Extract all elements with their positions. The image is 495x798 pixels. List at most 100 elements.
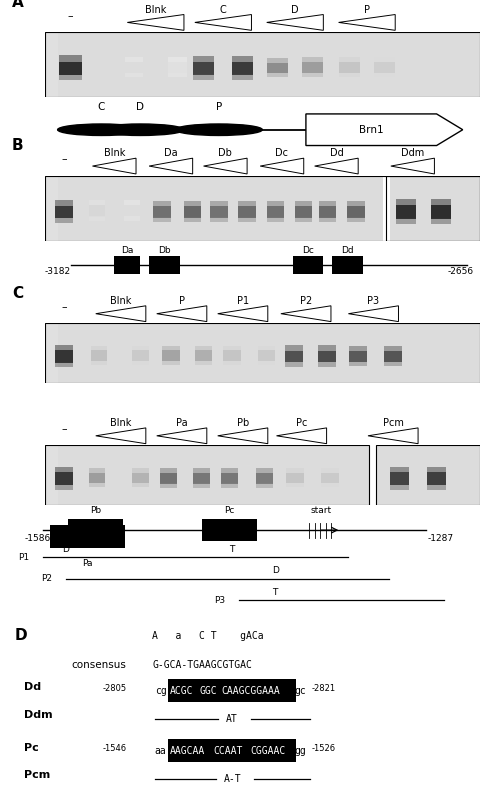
Bar bbox=[55, 200, 73, 206]
Bar bbox=[295, 217, 312, 222]
Text: Pc: Pc bbox=[296, 418, 307, 428]
Bar bbox=[267, 217, 284, 222]
Bar bbox=[195, 350, 212, 361]
Polygon shape bbox=[93, 158, 136, 174]
Text: C: C bbox=[12, 286, 23, 301]
Bar bbox=[55, 218, 73, 223]
Bar bbox=[347, 201, 365, 206]
Text: Blnk: Blnk bbox=[103, 148, 125, 158]
Bar bbox=[193, 62, 214, 75]
Bar bbox=[387, 176, 480, 241]
Text: P2: P2 bbox=[41, 574, 52, 583]
Bar bbox=[89, 200, 104, 205]
Bar bbox=[91, 350, 107, 361]
Bar bbox=[390, 467, 409, 472]
Text: aa: aa bbox=[155, 746, 167, 757]
Polygon shape bbox=[96, 306, 146, 322]
Bar bbox=[232, 56, 253, 62]
Bar bbox=[132, 350, 148, 361]
Bar bbox=[184, 217, 201, 222]
Bar bbox=[376, 445, 480, 505]
Text: CGGAAC: CGGAAC bbox=[250, 746, 286, 757]
Bar bbox=[390, 484, 409, 489]
Bar bbox=[59, 75, 82, 81]
Bar bbox=[162, 361, 180, 365]
Bar bbox=[267, 201, 284, 206]
Polygon shape bbox=[157, 428, 207, 444]
Text: D: D bbox=[272, 567, 279, 575]
Text: Ddm: Ddm bbox=[24, 710, 53, 720]
Bar bbox=[431, 219, 451, 224]
Bar bbox=[168, 740, 215, 762]
Text: AAGCAA: AAGCAA bbox=[170, 746, 205, 757]
Text: D: D bbox=[291, 5, 299, 14]
Text: P1: P1 bbox=[18, 552, 29, 562]
Text: Da: Da bbox=[121, 246, 134, 255]
Bar bbox=[302, 73, 323, 77]
Text: Pc: Pc bbox=[225, 506, 235, 515]
Text: gc: gc bbox=[295, 686, 306, 696]
Bar bbox=[89, 472, 105, 483]
Bar bbox=[295, 206, 312, 218]
Polygon shape bbox=[218, 428, 268, 444]
Text: -2656: -2656 bbox=[447, 267, 474, 276]
Bar bbox=[55, 350, 73, 363]
Bar bbox=[258, 346, 275, 350]
Bar bbox=[349, 361, 367, 366]
Bar bbox=[267, 63, 288, 73]
Bar bbox=[232, 74, 253, 80]
Text: Da: Da bbox=[164, 148, 178, 158]
Bar bbox=[369, 445, 376, 505]
Bar bbox=[149, 256, 180, 274]
Polygon shape bbox=[157, 306, 207, 322]
Bar bbox=[162, 346, 180, 350]
Text: Dd: Dd bbox=[341, 246, 353, 255]
Polygon shape bbox=[315, 158, 358, 174]
Bar bbox=[221, 484, 239, 488]
Bar bbox=[195, 346, 212, 350]
Bar bbox=[132, 361, 148, 365]
Bar bbox=[153, 206, 171, 218]
Bar bbox=[339, 57, 360, 61]
Bar bbox=[239, 206, 256, 218]
Bar bbox=[168, 61, 187, 73]
Polygon shape bbox=[277, 428, 327, 444]
Text: B: B bbox=[12, 138, 23, 153]
Bar bbox=[195, 361, 212, 365]
Bar bbox=[89, 483, 105, 487]
Bar bbox=[91, 346, 107, 350]
Bar bbox=[212, 740, 252, 762]
Bar bbox=[256, 473, 273, 484]
Bar bbox=[221, 473, 239, 484]
Bar bbox=[168, 73, 187, 77]
Bar bbox=[55, 345, 73, 350]
Text: ACGC: ACGC bbox=[170, 686, 193, 696]
Circle shape bbox=[175, 124, 262, 136]
Text: D: D bbox=[62, 545, 69, 554]
Bar bbox=[390, 472, 409, 485]
Bar bbox=[124, 200, 140, 205]
Text: consensus: consensus bbox=[72, 660, 127, 670]
Bar bbox=[302, 61, 323, 73]
Bar bbox=[285, 346, 303, 350]
Polygon shape bbox=[306, 114, 463, 145]
Text: Pb: Pb bbox=[90, 506, 101, 515]
Text: –: – bbox=[68, 11, 73, 21]
Text: A: A bbox=[12, 0, 24, 10]
Text: -1586: -1586 bbox=[25, 535, 51, 543]
Polygon shape bbox=[281, 306, 331, 322]
Text: cg: cg bbox=[155, 686, 167, 696]
Polygon shape bbox=[267, 14, 323, 30]
Text: AT: AT bbox=[226, 713, 238, 724]
Bar bbox=[125, 57, 143, 61]
Bar bbox=[210, 206, 228, 218]
Text: CCAAT: CCAAT bbox=[214, 746, 243, 757]
Text: P3: P3 bbox=[367, 296, 380, 306]
Bar bbox=[239, 217, 256, 222]
Bar bbox=[347, 206, 365, 218]
Text: P: P bbox=[179, 296, 185, 306]
Bar bbox=[193, 468, 210, 473]
Text: GGC: GGC bbox=[199, 686, 217, 696]
Text: Dd: Dd bbox=[330, 148, 343, 158]
Text: T: T bbox=[273, 588, 278, 597]
